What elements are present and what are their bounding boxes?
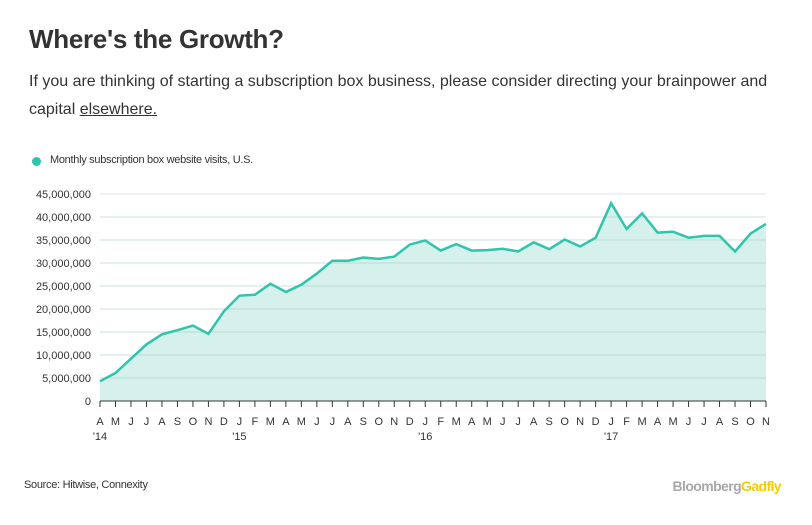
x-tick-label: M [111, 416, 120, 428]
x-tick-label: D [220, 416, 228, 428]
x-tick-label: F [437, 416, 444, 428]
x-tick-label: M [638, 416, 647, 428]
x-tick-label: M [297, 416, 306, 428]
x-tick-label: N [576, 416, 584, 428]
x-tick-label: A [530, 416, 538, 428]
x-tick-label: S [174, 416, 181, 428]
chart-subtitle: If you are thinking of starting a subscr… [29, 68, 789, 124]
x-tick-label: N [204, 416, 212, 428]
x-tick-label: O [375, 416, 384, 428]
x-tick-label: F [623, 416, 630, 428]
y-tick-label: 40,000,000 [36, 212, 91, 224]
y-tick-label: 30,000,000 [36, 258, 91, 270]
x-tick-label: M [266, 416, 275, 428]
x-tick-label: O [560, 416, 569, 428]
y-tick-label: 10,000,000 [36, 350, 91, 362]
source-note: Source: Hitwise, Connexity [24, 479, 148, 491]
x-tick-label: J [608, 416, 614, 428]
x-tick-label: J [128, 416, 134, 428]
logo-gadfly: Gadfly [741, 478, 782, 494]
x-tick-label: A [716, 416, 724, 428]
x-tick-label: J [515, 416, 521, 428]
y-tick-label: 15,000,000 [36, 327, 91, 339]
x-tick-label: A [344, 416, 352, 428]
x-tick-label: S [360, 416, 367, 428]
x-tick-label: S [731, 416, 738, 428]
x-tick-label: O [189, 416, 198, 428]
x-tick-label: D [406, 416, 414, 428]
x-tick-label: A [96, 416, 104, 428]
year-label: '14 [93, 431, 107, 443]
subtitle-text: If you are thinking of starting a subscr… [29, 73, 768, 118]
year-label: '16 [418, 431, 432, 443]
x-tick-label: J [701, 416, 707, 428]
legend: Monthly subscription box website visits,… [32, 154, 253, 166]
y-tick-label: 5,000,000 [42, 373, 91, 385]
x-tick-label: A [158, 416, 166, 428]
x-tick-label: J [314, 416, 320, 428]
bloomberg-gadfly-logo: BloombergGadfly [672, 478, 782, 494]
x-tick-label: J [144, 416, 150, 428]
x-tick-label: J [237, 416, 243, 428]
x-tick-label: O [746, 416, 755, 428]
x-tick-label: D [592, 416, 600, 428]
y-tick-label: 35,000,000 [36, 235, 91, 247]
x-tick-label: M [483, 416, 492, 428]
x-tick-label: J [686, 416, 692, 428]
y-tick-label: 25,000,000 [36, 281, 91, 293]
legend-label: Monthly subscription box website visits,… [50, 154, 253, 166]
chart-title: Where's the Growth? [29, 24, 284, 54]
x-tick-label: A [282, 416, 290, 428]
x-tick-label: J [500, 416, 506, 428]
x-tick-label: M [668, 416, 677, 428]
x-tick-label: J [330, 416, 336, 428]
y-tick-label: 20,000,000 [36, 304, 91, 316]
legend-marker [32, 157, 41, 166]
x-tick-label: A [654, 416, 662, 428]
area-fill [100, 203, 766, 401]
y-tick-label: 0 [85, 396, 91, 408]
x-tick-label: J [423, 416, 429, 428]
x-tick-label: S [545, 416, 552, 428]
x-tick-label: M [452, 416, 461, 428]
logo-bloomberg: Bloomberg [672, 478, 742, 494]
x-tick-label: N [762, 416, 770, 428]
year-label: '17 [604, 431, 618, 443]
y-tick-label: 45,000,000 [36, 189, 91, 201]
x-tick-label: A [468, 416, 476, 428]
elsewhere-link[interactable]: elsewhere. [79, 101, 158, 118]
year-label: '15 [232, 431, 246, 443]
x-tick-label: N [390, 416, 398, 428]
series-line [99, 200, 767, 383]
x-tick-label: F [252, 416, 259, 428]
